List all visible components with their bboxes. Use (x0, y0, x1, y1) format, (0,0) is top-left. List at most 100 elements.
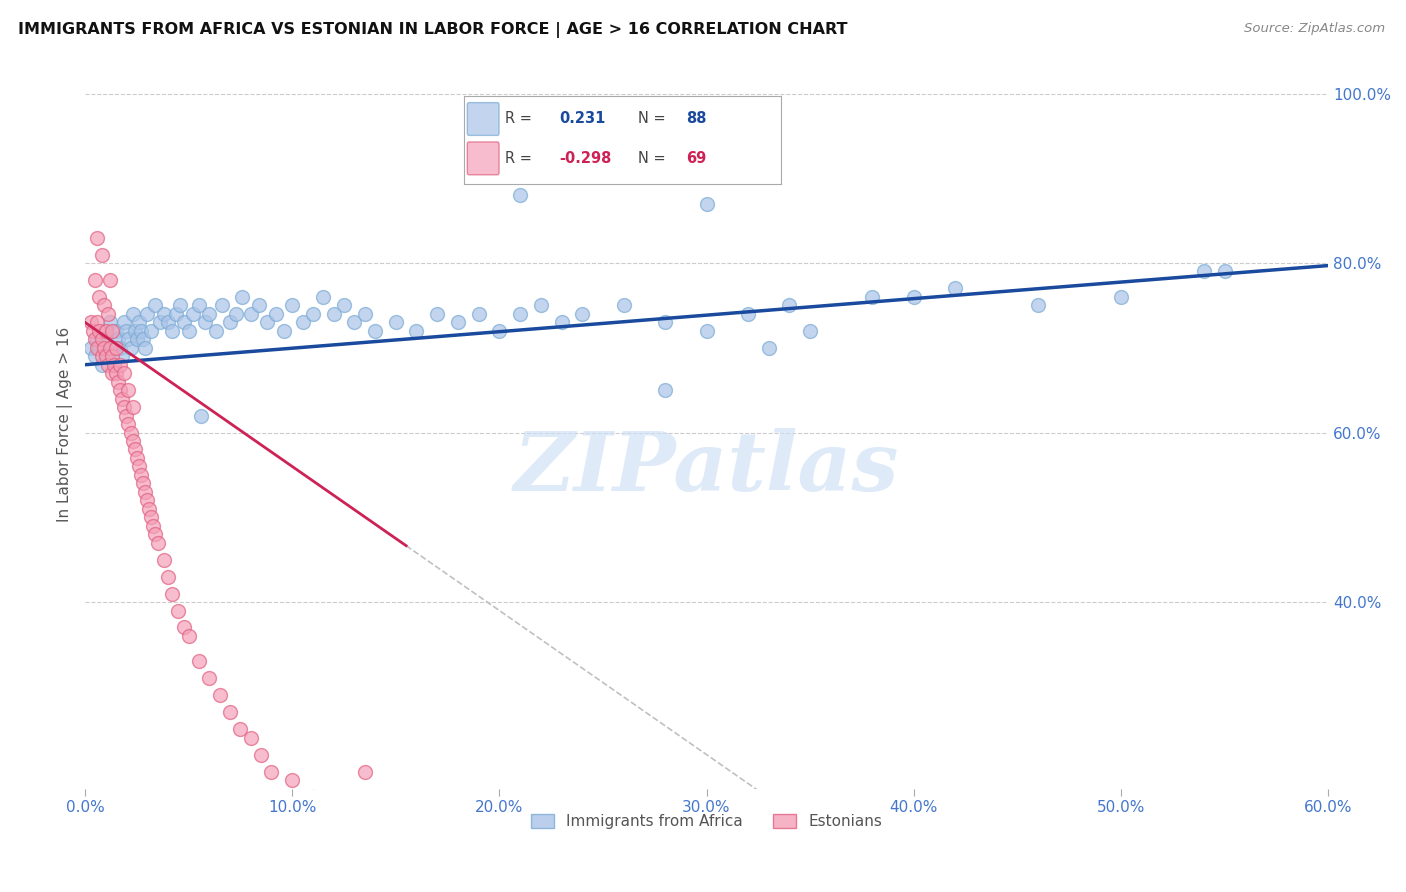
Point (89, 324, 111, 338)
Point (112, 400, 135, 414)
Point (89, 341, 111, 355)
Point (229, 722, 252, 736)
Point (571, 307, 593, 321)
Point (84, 349, 107, 363)
Point (80, 315, 103, 329)
Point (426, 307, 449, 321)
Point (84, 273, 107, 287)
Point (239, 731, 262, 745)
Point (105, 324, 128, 338)
Point (291, 315, 314, 329)
Point (132, 332, 155, 346)
Point (97, 349, 120, 363)
Point (256, 315, 278, 329)
Point (302, 789, 325, 804)
Point (177, 324, 200, 338)
Point (128, 459, 150, 474)
Point (82, 324, 104, 338)
Point (125, 332, 148, 346)
Point (169, 298, 191, 312)
Point (225, 307, 247, 321)
Point (136, 493, 159, 508)
Point (121, 434, 143, 448)
Point (384, 315, 406, 329)
Text: Source: ZipAtlas.com: Source: ZipAtlas.com (1244, 22, 1385, 36)
Point (86, 332, 108, 346)
Point (86, 315, 108, 329)
Point (86, 341, 108, 355)
Point (219, 705, 242, 719)
Point (152, 307, 174, 321)
Point (146, 535, 169, 549)
Point (156, 569, 179, 583)
Point (125, 450, 148, 465)
Point (405, 324, 427, 338)
Point (696, 196, 718, 211)
Point (98, 315, 121, 329)
Point (101, 366, 124, 380)
Point (187, 298, 209, 312)
Point (353, 764, 375, 779)
Point (211, 298, 233, 312)
Point (488, 324, 510, 338)
Y-axis label: In Labor Force | Age > 16: In Labor Force | Age > 16 (58, 326, 73, 522)
Point (943, 281, 966, 295)
Point (173, 620, 195, 634)
Point (90, 332, 112, 346)
Point (93, 324, 115, 338)
Point (312, 290, 335, 304)
Point (343, 315, 366, 329)
Point (101, 341, 124, 355)
Point (134, 484, 156, 499)
Point (94, 324, 117, 338)
Point (281, 772, 304, 787)
Legend: Immigrants from Africa, Estonians: Immigrants from Africa, Estonians (524, 808, 889, 836)
Point (187, 654, 209, 668)
Point (860, 290, 883, 304)
Point (121, 400, 143, 414)
Point (530, 298, 553, 312)
Point (108, 383, 131, 397)
Point (231, 290, 253, 304)
Point (148, 315, 170, 329)
Point (93, 298, 115, 312)
Point (302, 307, 325, 321)
Point (273, 324, 295, 338)
Point (156, 315, 179, 329)
Point (124, 442, 146, 457)
Point (613, 298, 636, 312)
Point (117, 417, 139, 431)
Text: ZIPatlas: ZIPatlas (513, 428, 900, 508)
Point (654, 315, 676, 329)
Point (111, 392, 134, 406)
Point (165, 307, 187, 321)
Point (132, 476, 155, 491)
Point (120, 425, 142, 440)
Point (550, 315, 572, 329)
Point (84, 332, 107, 346)
Point (141, 510, 163, 524)
Point (105, 341, 128, 355)
Point (198, 307, 221, 321)
Point (1192, 264, 1215, 278)
Point (152, 552, 174, 566)
Point (141, 324, 163, 338)
Point (103, 358, 125, 372)
Text: IMMIGRANTS FROM AFRICA VS ESTONIAN IN LABOR FORCE | AGE > 16 CORRELATION CHART: IMMIGRANTS FROM AFRICA VS ESTONIAN IN LA… (18, 22, 848, 38)
Point (101, 349, 124, 363)
Point (250, 747, 273, 762)
Point (80, 341, 103, 355)
Point (98, 273, 121, 287)
Point (447, 315, 470, 329)
Point (108, 358, 131, 372)
Point (120, 341, 142, 355)
Point (333, 298, 356, 312)
Point (115, 409, 138, 423)
Point (94, 332, 117, 346)
Point (167, 603, 190, 617)
Point (343, 824, 366, 838)
Point (1109, 290, 1132, 304)
Point (90, 247, 112, 261)
Point (696, 324, 718, 338)
Point (90, 358, 112, 372)
